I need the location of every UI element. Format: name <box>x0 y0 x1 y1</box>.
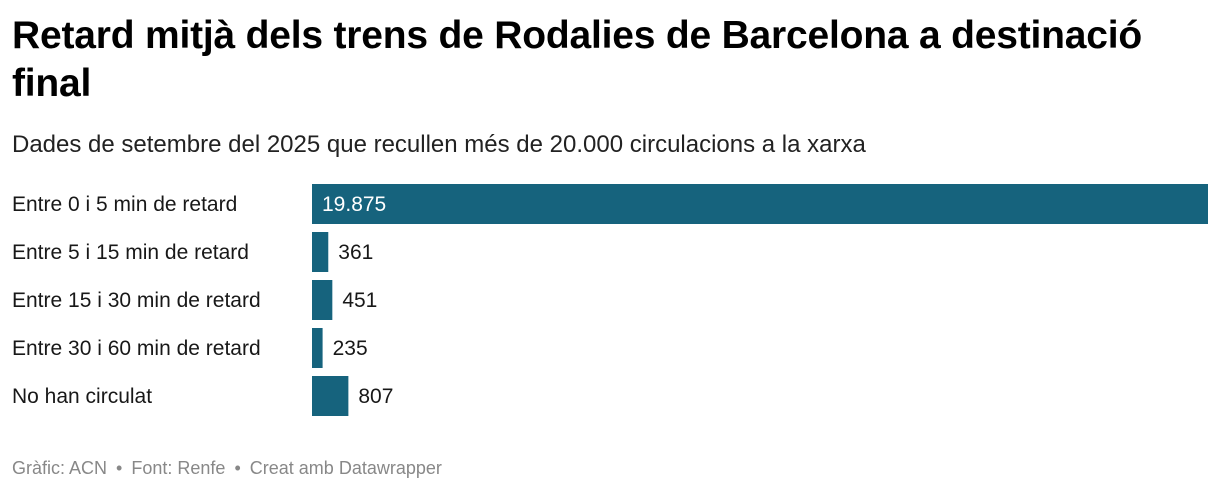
value-label: 807 <box>358 385 393 408</box>
category-label: Entre 5 i 15 min de retard <box>12 241 249 264</box>
bar-row: Entre 0 i 5 min de retard 19.875 <box>12 184 1208 224</box>
footer-source: Font: Renfe <box>131 458 226 478</box>
category-label: Entre 30 i 60 min de retard <box>12 337 261 360</box>
bar-row: No han circulat 807 <box>12 376 393 416</box>
chart-title: Retard mitjà dels trens de Rodalies de B… <box>12 14 1143 105</box>
bar-row: Entre 30 i 60 min de retard 235 <box>12 328 368 368</box>
chart-subtitle: Dades de setembre del 2025 que recullen … <box>12 131 866 158</box>
bar-chart-svg: Entre 0 i 5 min de retard 19.875 Entre 5 i… <box>12 184 1208 416</box>
footer-separator: • <box>116 458 123 478</box>
bar <box>312 280 333 320</box>
footer-tool-link[interactable]: Creat amb Datawrapper <box>249 458 442 478</box>
value-label: 235 <box>333 337 368 360</box>
bar <box>312 184 1208 224</box>
footer-credit: Gràfic: ACN <box>12 458 108 478</box>
bar-row: Entre 15 i 30 min de retard 451 <box>12 280 377 320</box>
category-label: Entre 15 i 30 min de retard <box>12 289 261 312</box>
footer-separator: • <box>234 458 241 478</box>
bar <box>312 232 329 272</box>
bar <box>312 328 323 368</box>
value-label: 361 <box>338 241 373 264</box>
value-label: 19.875 <box>322 193 386 216</box>
category-label: No han circulat <box>12 385 152 408</box>
bar <box>312 376 349 416</box>
category-label: Entre 0 i 5 min de retard <box>12 193 237 216</box>
bar-chart: Entre 0 i 5 min de retard 19.875 Entre 5 i… <box>0 180 1220 420</box>
chart-footer: Gràfic: ACN • Font: Renfe • Creat amb Da… <box>12 456 442 480</box>
bar-row: Entre 5 i 15 min de retard 361 <box>12 232 373 272</box>
value-label: 451 <box>342 289 377 312</box>
